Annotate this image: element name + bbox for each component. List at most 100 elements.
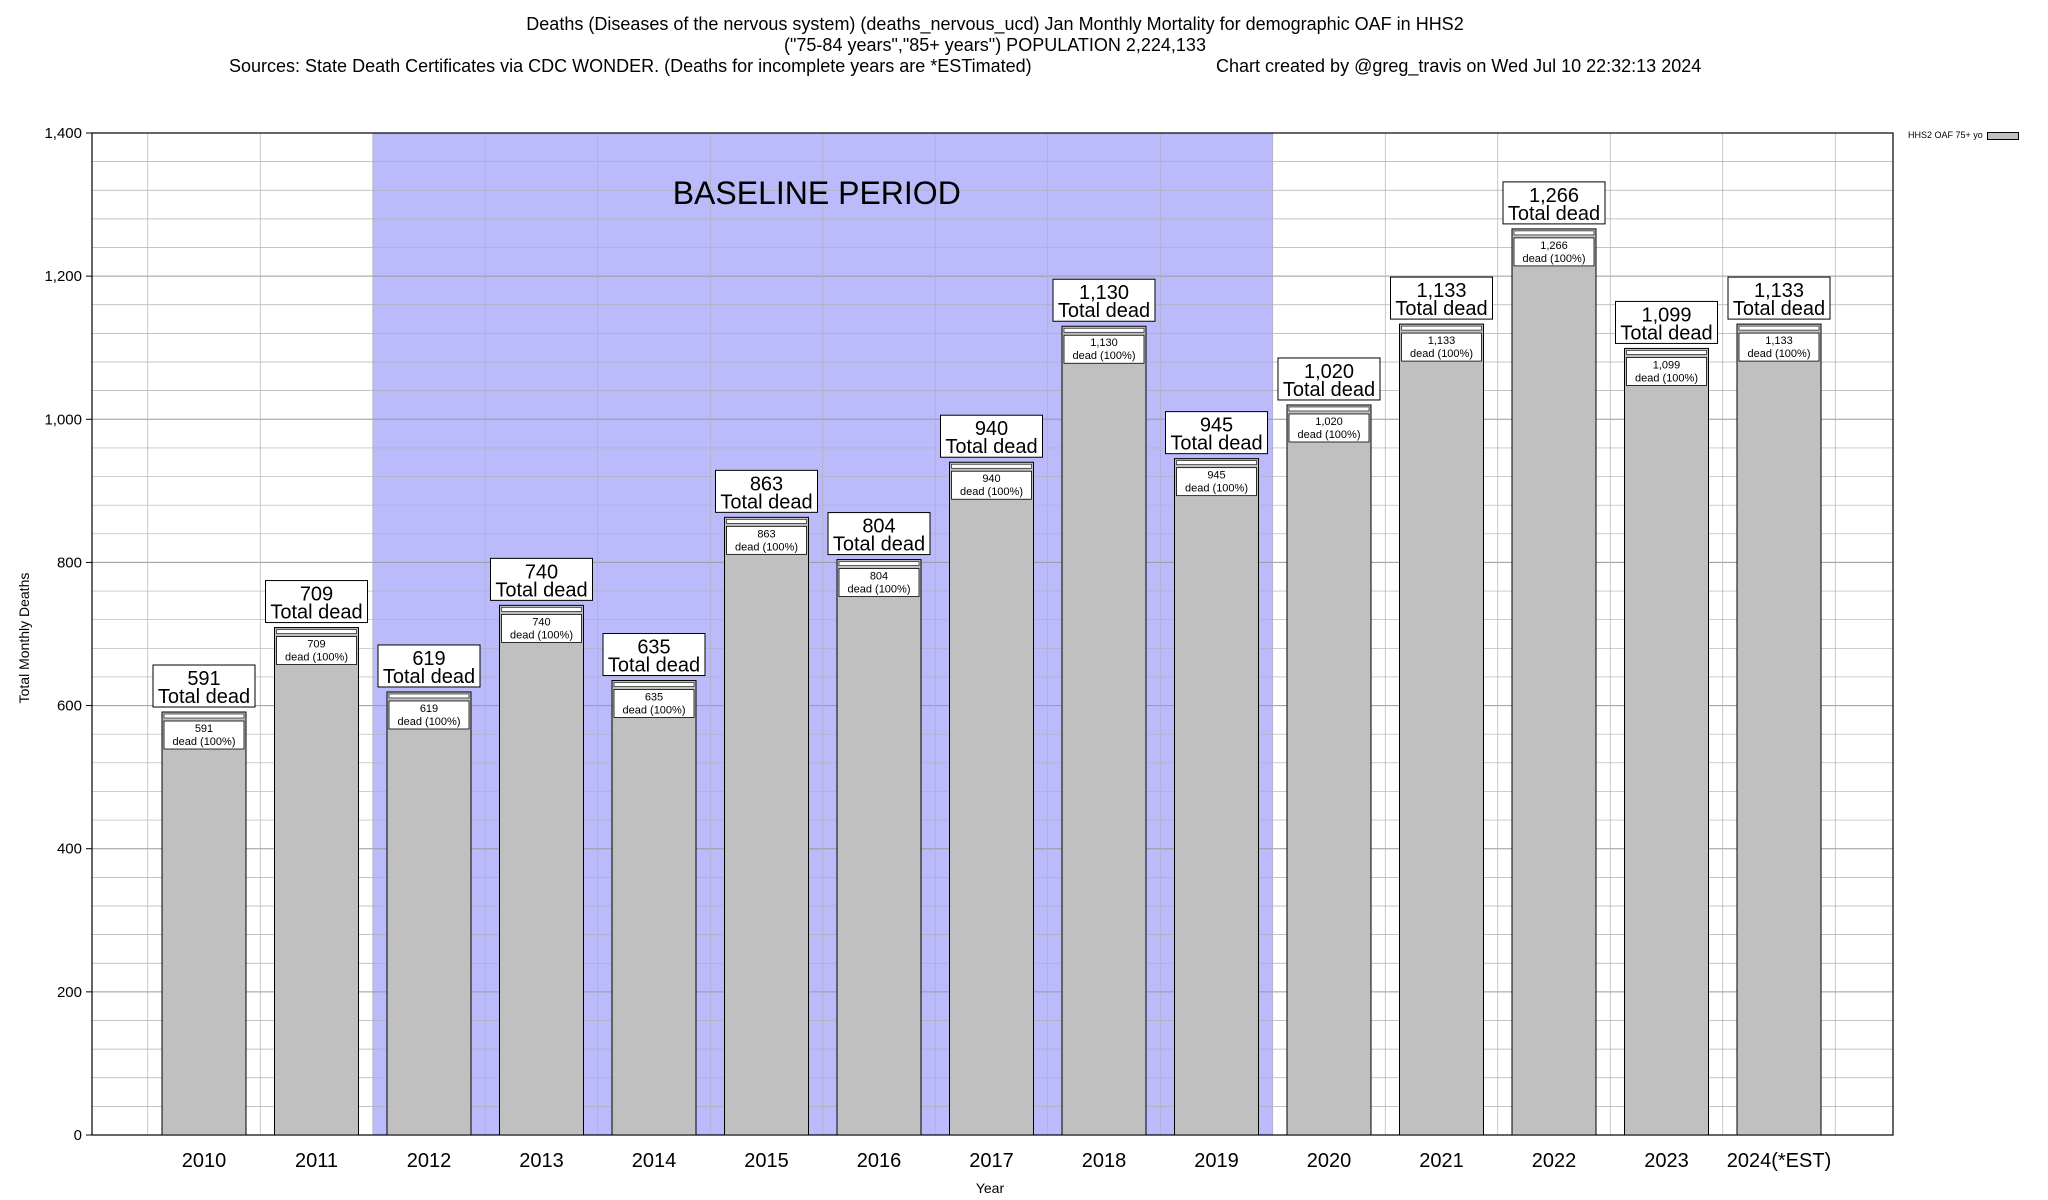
y-tick-label: 0 bbox=[74, 1127, 82, 1144]
bar-cap bbox=[276, 629, 357, 634]
total-label-box bbox=[265, 580, 368, 624]
total-dead-label: Total dead bbox=[1733, 298, 1825, 320]
y-tick-label: 600 bbox=[57, 698, 82, 715]
total-label-box bbox=[1615, 300, 1718, 344]
inner-label-box bbox=[951, 470, 1032, 500]
x-tick-label: 2010 bbox=[182, 1150, 227, 1172]
x-tick-label: 2016 bbox=[857, 1150, 902, 1172]
y-tick-label: 1,200 bbox=[44, 268, 82, 285]
total-value-label: 863 bbox=[750, 473, 783, 495]
total-label-box bbox=[715, 469, 818, 513]
inner-value-label: 1,133 bbox=[1765, 335, 1793, 347]
x-tick-label: 2013 bbox=[519, 1150, 564, 1172]
bar bbox=[949, 461, 1034, 1136]
total-dead-label: Total dead bbox=[1620, 322, 1712, 344]
bar bbox=[499, 604, 584, 1136]
total-label-box bbox=[1390, 276, 1493, 320]
total-value-label: 1,133 bbox=[1416, 280, 1466, 302]
inner-value-label: 740 bbox=[532, 616, 550, 628]
total-dead-label: Total dead bbox=[1395, 298, 1487, 320]
inner-dead-label: dead (100%) bbox=[1298, 429, 1361, 441]
inner-label-box bbox=[163, 720, 245, 750]
inner-label-box bbox=[1738, 332, 1820, 362]
y-axis-label: Total Monthly Deaths bbox=[16, 572, 32, 704]
inner-label-box bbox=[1063, 334, 1145, 364]
inner-label-box bbox=[388, 700, 470, 730]
inner-dead-label: dead (100%) bbox=[623, 705, 686, 717]
inner-value-label: 863 bbox=[757, 528, 775, 540]
bar-cap bbox=[951, 463, 1032, 469]
x-tick-label: 2024(*EST) bbox=[1727, 1150, 1832, 1172]
total-label-box bbox=[1165, 411, 1268, 455]
bar-cap bbox=[1738, 325, 1820, 331]
inner-dead-label: dead (100%) bbox=[1748, 348, 1811, 360]
total-value-label: 1,099 bbox=[1641, 304, 1691, 326]
total-dead-label: Total dead bbox=[1170, 433, 1262, 455]
bar bbox=[1511, 228, 1597, 1136]
total-value-label: 804 bbox=[862, 516, 895, 538]
inner-value-label: 635 bbox=[645, 692, 663, 704]
inner-dead-label: dead (100%) bbox=[510, 629, 573, 641]
x-tick-label: 2023 bbox=[1644, 1150, 1689, 1172]
bar bbox=[724, 516, 809, 1136]
y-tick-label: 400 bbox=[57, 841, 82, 858]
total-dead-label: Total dead bbox=[1058, 300, 1150, 322]
total-value-label: 1,133 bbox=[1754, 280, 1804, 302]
x-tick-label: 2020 bbox=[1307, 1150, 1352, 1172]
x-tick-label: 2018 bbox=[1082, 1150, 1127, 1172]
bar bbox=[1736, 323, 1822, 1136]
bar-cap bbox=[388, 693, 470, 699]
inner-dead-label: dead (100%) bbox=[1185, 483, 1248, 495]
total-label-box bbox=[1277, 357, 1381, 401]
inner-label-box bbox=[501, 613, 582, 643]
x-tick-label: 2021 bbox=[1419, 1150, 1464, 1172]
total-dead-label: Total dead bbox=[1508, 203, 1600, 225]
total-label-box bbox=[940, 414, 1043, 458]
bar-cap bbox=[163, 713, 245, 719]
inner-label-box bbox=[1626, 357, 1707, 386]
total-label-box bbox=[1502, 181, 1606, 225]
total-dead-label: Total dead bbox=[833, 534, 925, 556]
bar bbox=[274, 627, 359, 1136]
x-tick-label: 2014 bbox=[632, 1150, 677, 1172]
bar bbox=[1286, 404, 1372, 1136]
inner-value-label: 591 bbox=[195, 723, 213, 735]
legend-label: HHS2 OAF 75+ yo bbox=[1908, 130, 1983, 140]
bar-cap bbox=[838, 561, 920, 566]
y-tick-label: 200 bbox=[57, 984, 82, 1001]
inner-dead-label: dead (100%) bbox=[960, 486, 1023, 498]
total-value-label: 1,130 bbox=[1079, 282, 1129, 304]
inner-label-box bbox=[1288, 413, 1370, 443]
total-dead-label: Total dead bbox=[383, 666, 475, 688]
total-dead-label: Total dead bbox=[720, 491, 812, 513]
bar bbox=[161, 711, 247, 1136]
total-label-box bbox=[602, 633, 706, 677]
inner-label-box bbox=[1401, 332, 1482, 362]
bar bbox=[1061, 325, 1147, 1136]
bar-cap bbox=[1176, 460, 1257, 465]
total-value-label: 635 bbox=[637, 637, 670, 659]
bar-cap bbox=[1401, 325, 1482, 331]
title-line-1: Deaths (Diseases of the nervous system) … bbox=[526, 14, 1464, 34]
x-tick-label: 2019 bbox=[1194, 1150, 1239, 1172]
x-tick-label: 2015 bbox=[744, 1150, 789, 1172]
inner-dead-label: dead (100%) bbox=[398, 716, 461, 728]
total-dead-label: Total dead bbox=[945, 436, 1037, 458]
y-tick-label: 1,400 bbox=[44, 125, 82, 142]
chart-title: Deaths (Diseases of the nervous system) … bbox=[0, 14, 1990, 56]
inner-dead-label: dead (100%) bbox=[1635, 372, 1698, 384]
bar bbox=[1624, 347, 1709, 1136]
bar bbox=[386, 691, 472, 1136]
inner-value-label: 1,020 bbox=[1315, 416, 1343, 428]
inner-label-box bbox=[1176, 467, 1257, 497]
inner-dead-label: dead (100%) bbox=[285, 652, 348, 664]
total-dead-label: Total dead bbox=[495, 579, 587, 601]
inner-dead-label: dead (100%) bbox=[735, 541, 798, 553]
inner-label-box bbox=[726, 525, 807, 555]
total-label-box bbox=[490, 557, 593, 601]
total-label-box bbox=[1727, 276, 1831, 320]
inner-value-label: 1,130 bbox=[1090, 337, 1118, 349]
total-label-box bbox=[827, 512, 931, 556]
sources-note: Sources: State Death Certificates via CD… bbox=[229, 56, 1032, 76]
inner-value-label: 709 bbox=[307, 639, 325, 651]
